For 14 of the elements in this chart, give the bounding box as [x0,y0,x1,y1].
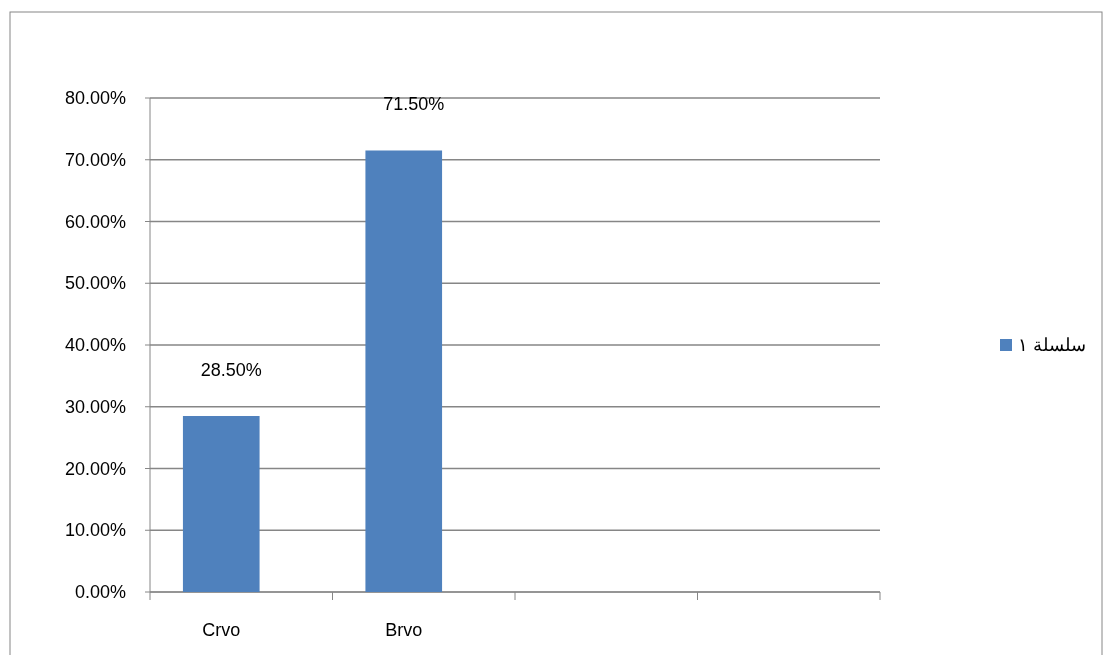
data-label: 71.50% [383,94,445,115]
data-label: 28.50% [200,360,262,381]
y-tick-label: 20.00% [64,458,126,479]
y-tick-label: 0.00% [74,582,126,602]
x-tick-label: Brvo [385,620,423,640]
y-tick-label: 40.00% [64,335,126,355]
y-tick-label: 80.00% [64,88,126,108]
x-tick-label: Crvo [202,620,241,640]
y-tick-label: 50.00% [64,273,126,294]
y-tick-label: 60.00% [64,211,126,232]
y-tick-label: 30.00% [64,396,126,417]
legend-label: سلسلة ١ [1018,335,1087,355]
y-tick-label: 10.00% [64,520,126,541]
y-tick-label: 70.00% [64,149,126,170]
